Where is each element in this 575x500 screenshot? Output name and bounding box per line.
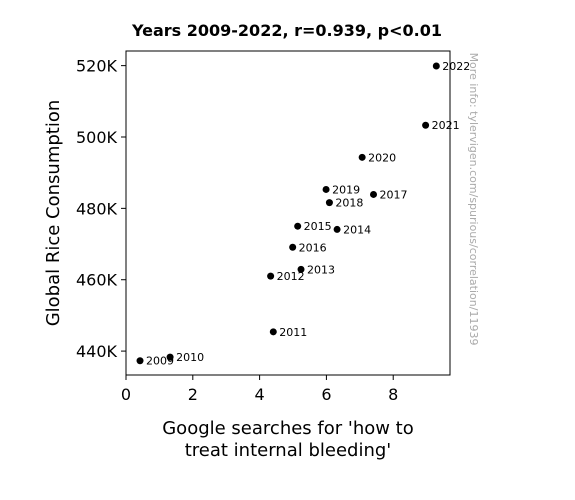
y-tick-label: 520K (76, 57, 118, 76)
data-point-2014 (333, 225, 341, 233)
data-point-2017 (370, 190, 378, 198)
point-label-2019: 2019 (332, 183, 360, 196)
point-label-2016: 2016 (299, 241, 327, 254)
point-label-2021: 2021 (432, 119, 460, 132)
x-axis: 0 2 4 6 8 (121, 375, 398, 404)
data-point-2015 (294, 222, 302, 230)
point-label-2013: 2013 (307, 263, 335, 276)
point-label-2018: 2018 (335, 197, 363, 210)
y-axis: 440K 460K 480K 500K 520K (76, 57, 126, 361)
point-label-2010: 2010 (176, 351, 204, 364)
x-tick-label: 8 (388, 385, 398, 404)
point-label-2011: 2011 (279, 326, 307, 339)
data-point-2009 (136, 357, 144, 365)
y-tick-label: 460K (76, 271, 118, 290)
x-tick-label: 0 (121, 385, 131, 404)
x-tick-label: 4 (255, 385, 265, 404)
data-point-2011 (269, 328, 277, 336)
data-point-2012 (267, 272, 275, 280)
point-label-2020: 2020 (368, 151, 396, 164)
x-axis-label-line-2: treat internal bleeding' (185, 440, 392, 461)
x-axis-label-line-1: Google searches for 'how to (162, 418, 414, 439)
point-label-2014: 2014 (343, 223, 371, 236)
data-point-2019 (322, 185, 330, 193)
x-tick-label: 2 (188, 385, 198, 404)
data-point-2013 (297, 265, 305, 273)
data-point-2010 (166, 353, 174, 361)
watermark: More info: tylervigen.com/spurious/corre… (467, 53, 480, 346)
y-tick-label: 440K (76, 342, 118, 361)
point-label-2017: 2017 (380, 188, 408, 201)
data-point-2022 (432, 62, 440, 70)
y-tick-label: 500K (76, 128, 118, 147)
y-tick-label: 480K (76, 199, 118, 218)
plot-frame (125, 50, 451, 376)
data-point-2020 (358, 153, 366, 161)
data-point-2018 (325, 199, 333, 207)
data-point-2021 (422, 121, 430, 129)
point-label-2012: 2012 (277, 270, 305, 283)
point-label-2015: 2015 (304, 220, 332, 233)
y-axis-label: Global Rice Consumption (43, 100, 64, 327)
data-point-2016 (289, 243, 297, 251)
x-tick-label: 6 (321, 385, 331, 404)
point-label-2022: 2022 (442, 60, 470, 73)
data-points: 2009 201020112012201320142015201620172018… (136, 60, 470, 368)
chart-title: Years 2009-2022, r=0.939, p<0.01 (131, 21, 442, 40)
